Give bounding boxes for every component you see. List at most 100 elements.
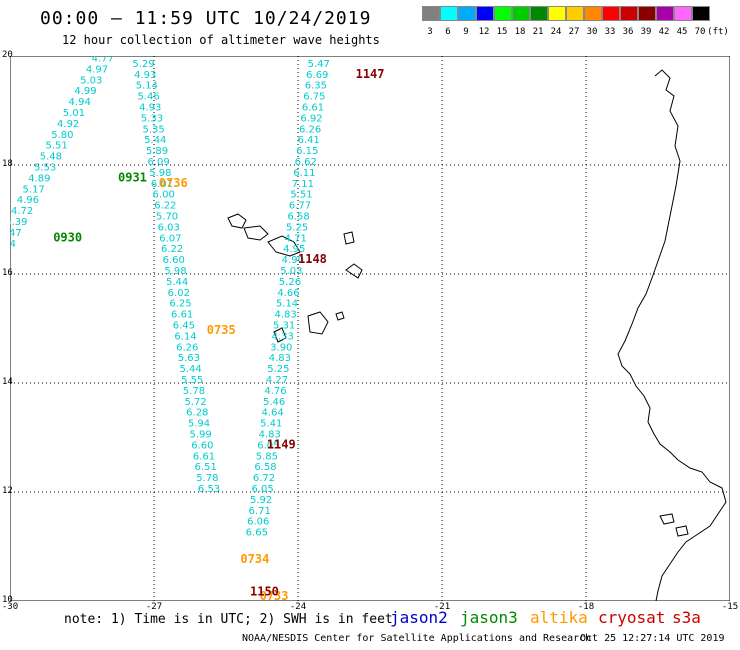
wave-height-value: 7.11 xyxy=(292,179,314,190)
pass-time-label: 1150 xyxy=(250,585,279,599)
wave-height-value: 5.51 xyxy=(46,141,68,152)
legend-swatch xyxy=(620,6,638,21)
wave-height-value: 4.92 xyxy=(57,119,79,130)
wave-height-value: 6.69 xyxy=(306,70,328,81)
longitude-label: -30 xyxy=(1,602,19,612)
wave-height-value: 5.29 xyxy=(132,59,154,70)
wave-height-value: 5.98 xyxy=(149,168,171,179)
legend-label: 39 xyxy=(640,27,652,37)
wave-height-value: 5.26 xyxy=(279,277,301,288)
legend-label: 3 xyxy=(427,27,433,37)
wave-height-value: 6.61 xyxy=(302,103,324,114)
wave-height-value: 6.11 xyxy=(293,168,315,179)
wave-height-value: 6.72 xyxy=(253,473,275,484)
wave-height-value: 4.83 xyxy=(269,353,291,364)
wave-height-value: 5.89 xyxy=(146,146,168,157)
pass-time-label: 0736 xyxy=(159,176,188,190)
sat-cryosat-label: cryosat xyxy=(598,608,666,627)
wave-height-value: 6.15 xyxy=(296,146,318,157)
wave-height-value: 5.47 xyxy=(308,59,330,70)
wave-height-value: 6.58 xyxy=(287,212,309,223)
wave-height-value: 4.71 xyxy=(285,233,307,244)
africa-coastline xyxy=(617,69,727,601)
legend-label: 6 xyxy=(445,27,451,37)
wave-height-value: 4.96 xyxy=(17,195,39,206)
longitude-label: -18 xyxy=(577,602,595,612)
wave-height-value: 5.47 xyxy=(10,228,22,239)
wave-height-value: 5.39 xyxy=(10,217,27,228)
pass-time-label: 0735 xyxy=(207,323,236,337)
legend-swatch xyxy=(458,6,476,21)
latitude-label: 16 xyxy=(2,268,13,278)
cape-verde-island-5 xyxy=(345,263,363,279)
wave-height-value: 6.01 xyxy=(151,179,173,190)
wave-height-value: 4.93 xyxy=(139,103,161,114)
lat-lon-grid xyxy=(10,56,730,601)
wave-height-value: 5.25 xyxy=(286,222,308,233)
wave-height-value: 4.76 xyxy=(264,386,286,397)
wave-height-value: 6.26 xyxy=(176,342,198,353)
wave-height-value: 6.45 xyxy=(173,321,195,332)
wave-height-value: 4.90 xyxy=(282,255,304,266)
wave-height-value: 5.01 xyxy=(63,108,85,119)
legend-label: 36 xyxy=(622,27,634,37)
wave-height-value: 4.72 xyxy=(11,206,33,217)
pass-time-label: 0931 xyxy=(118,170,147,184)
wave-height-value: 5.78 xyxy=(183,386,205,397)
wave-height-value: 6.02 xyxy=(168,288,190,299)
wave-height-value: 5.80 xyxy=(51,130,73,141)
cape-verde-island-7 xyxy=(273,327,287,343)
wave-height-value: 6.22 xyxy=(161,244,183,255)
cape-verde-island-4 xyxy=(343,231,355,245)
pass-time-label: 1147 xyxy=(356,67,385,81)
legend-swatch xyxy=(584,6,602,21)
legend-label: 27 xyxy=(568,27,580,37)
wave-height-value: 5.94 xyxy=(188,419,210,430)
wave-height-value: 4.99 xyxy=(74,86,96,97)
map-frame xyxy=(10,56,730,601)
wave-height-value: 3.90 xyxy=(270,342,292,353)
wave-height-value: 6.06 xyxy=(247,517,269,528)
legend-label: 42 xyxy=(658,27,670,37)
legend-swatch xyxy=(638,6,656,21)
wave-height-value: 6.65 xyxy=(246,528,268,539)
wave-height-value: 6.61 xyxy=(171,310,193,321)
legend-swatch xyxy=(674,6,692,21)
legend-swatch xyxy=(656,6,674,21)
legend-label: 45 xyxy=(676,27,688,37)
wave-height-value: 5.99 xyxy=(190,430,212,441)
wave-height-value: 6.51 xyxy=(195,462,217,473)
wave-height-value: 4.93 xyxy=(134,70,156,81)
wave-height-value: 5.25 xyxy=(267,364,289,375)
credit-line: NOAA/NESDIS Center for Satellite Applica… xyxy=(242,633,592,644)
wave-height-value: 5.46 xyxy=(263,397,285,408)
legend-label: 12 xyxy=(478,27,490,37)
wave-height-value: 6.41 xyxy=(298,135,320,146)
wave-height-value: 6.92 xyxy=(300,113,322,124)
legend-swatch xyxy=(692,6,710,21)
map-title: 00:00 – 11:59 UTC 10/24/2019 xyxy=(40,8,372,29)
wave-height-value: 6.05 xyxy=(257,440,279,451)
sat-s3a-label: s3a xyxy=(672,608,701,627)
wave-height-value: 4.83 xyxy=(259,430,281,441)
latitude-label: 18 xyxy=(2,159,13,169)
wave-height-value: 6.26 xyxy=(299,124,321,135)
legend-label: 24 xyxy=(550,27,562,37)
wave-height-value: 5.17 xyxy=(22,184,44,195)
wave-height-value: 5.44 xyxy=(166,277,188,288)
wave-height-value: 5.44 xyxy=(179,364,201,375)
longitude-label: -24 xyxy=(289,602,307,612)
wave-height-value: 6.00 xyxy=(153,190,175,201)
longitude-label: -27 xyxy=(145,602,163,612)
bijagos-islands xyxy=(659,513,689,537)
coastline xyxy=(227,69,727,601)
cape-verde-island-3 xyxy=(267,235,301,257)
pass-time-label: 0733 xyxy=(260,589,289,601)
cape-verde-island-8 xyxy=(335,311,345,321)
latitude-label: 14 xyxy=(2,377,13,387)
wave-height-value: 6.28 xyxy=(186,408,208,419)
pass-time-labels: 0931 0930 0736 0735 0734 0733 1147 1148 1149 1150 xyxy=(53,67,384,601)
sat-altika-label: altika xyxy=(530,608,588,627)
wave-height-tracks: 4.774.975.034.994.945.014.925.805.515.48… xyxy=(10,56,330,539)
wave-height-value: 4.97 xyxy=(86,64,108,75)
